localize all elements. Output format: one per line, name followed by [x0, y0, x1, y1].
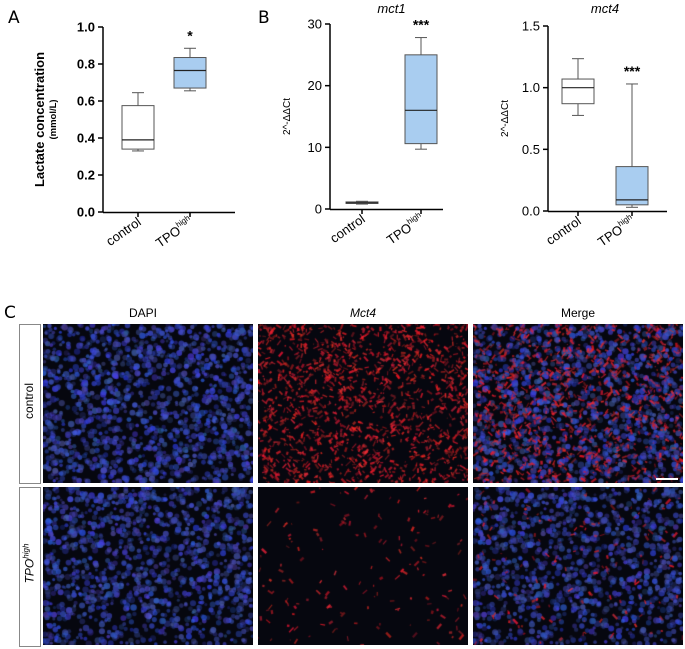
- y-tick-label: 0.4: [77, 131, 96, 146]
- y-axis-label: Lactate concentration: [32, 52, 47, 187]
- y-tick-label: 20: [308, 78, 322, 93]
- image-tpo-mct4: [258, 487, 468, 645]
- y-tick-label: 0.0: [522, 204, 540, 219]
- box-control: [561, 78, 595, 105]
- y-tick-label: 1.5: [522, 19, 540, 34]
- y-axis-label: 2^-ΔΔCt: [500, 100, 511, 137]
- box-tpo: [404, 54, 438, 145]
- image-control-merge: [473, 324, 683, 483]
- x-tick-label: control: [103, 214, 144, 249]
- x-tick-label: TPOhigh: [594, 212, 637, 249]
- box-tpo: [615, 166, 649, 206]
- y-tick-label: 1.0: [522, 80, 540, 95]
- mct4-chart: 0.0 0.5 1.0 1.5 2^-ΔΔCt mct4 control *** TPOhigh: [500, 1, 667, 249]
- panel-letter-b: B: [258, 8, 270, 28]
- row-label-control: control: [22, 382, 36, 420]
- lactate-chart: 0.0 0.2 0.4 0.6 0.8 1.0 Lactate concentration(…: [32, 20, 235, 250]
- box-tpo: [173, 57, 207, 89]
- y-tick-label: 0.6: [77, 94, 95, 109]
- box-control: [121, 105, 155, 150]
- image-tpo-dapi: [43, 487, 253, 645]
- y-tick-label: 0.8: [77, 57, 95, 72]
- row-label-box-tpo: [19, 487, 41, 647]
- image-tpo-merge: [473, 487, 683, 645]
- column-header-merge: Merge: [560, 306, 595, 320]
- y-tick-label: 0.0: [77, 205, 95, 220]
- y-tick-label: 0.2: [77, 168, 95, 183]
- y-tick-label: 30: [308, 17, 322, 32]
- y-axis-label: 2^-ΔΔCt: [282, 98, 293, 135]
- significance-marker: *: [187, 27, 193, 43]
- image-control-mct4: [258, 324, 468, 483]
- x-tick-label: control: [543, 213, 584, 248]
- x-tick-label: control: [327, 211, 368, 246]
- row-label-tpo-high: TPOhigh: [21, 543, 37, 584]
- significance-marker: ***: [413, 17, 430, 33]
- mct1-chart: 0 10 20 30 2^-ΔΔCt mct1 control *** TPOhigh: [282, 1, 443, 247]
- panel-letter-c: C: [4, 303, 16, 323]
- chart-title: mct4: [591, 1, 619, 16]
- significance-marker: ***: [624, 63, 641, 79]
- image-control-dapi: [43, 324, 253, 483]
- scale-bar: [656, 478, 678, 480]
- y-axis-unit: (mmol/L): [48, 99, 59, 139]
- panel-letter-a: A: [8, 8, 20, 28]
- y-tick-label: 10: [308, 140, 322, 155]
- column-header-mct4: Mct4: [349, 306, 376, 320]
- y-tick-label: 0.5: [522, 142, 540, 157]
- x-tick-label: TPOhigh: [152, 213, 195, 250]
- y-tick-label: 1.0: [77, 20, 95, 35]
- x-tick-label: TPOhigh: [383, 210, 426, 247]
- row-label-box-control: [19, 324, 41, 484]
- chart-title: mct1: [377, 1, 405, 16]
- column-header-dapi: DAPI: [128, 306, 157, 320]
- y-tick-label: 0: [315, 202, 322, 217]
